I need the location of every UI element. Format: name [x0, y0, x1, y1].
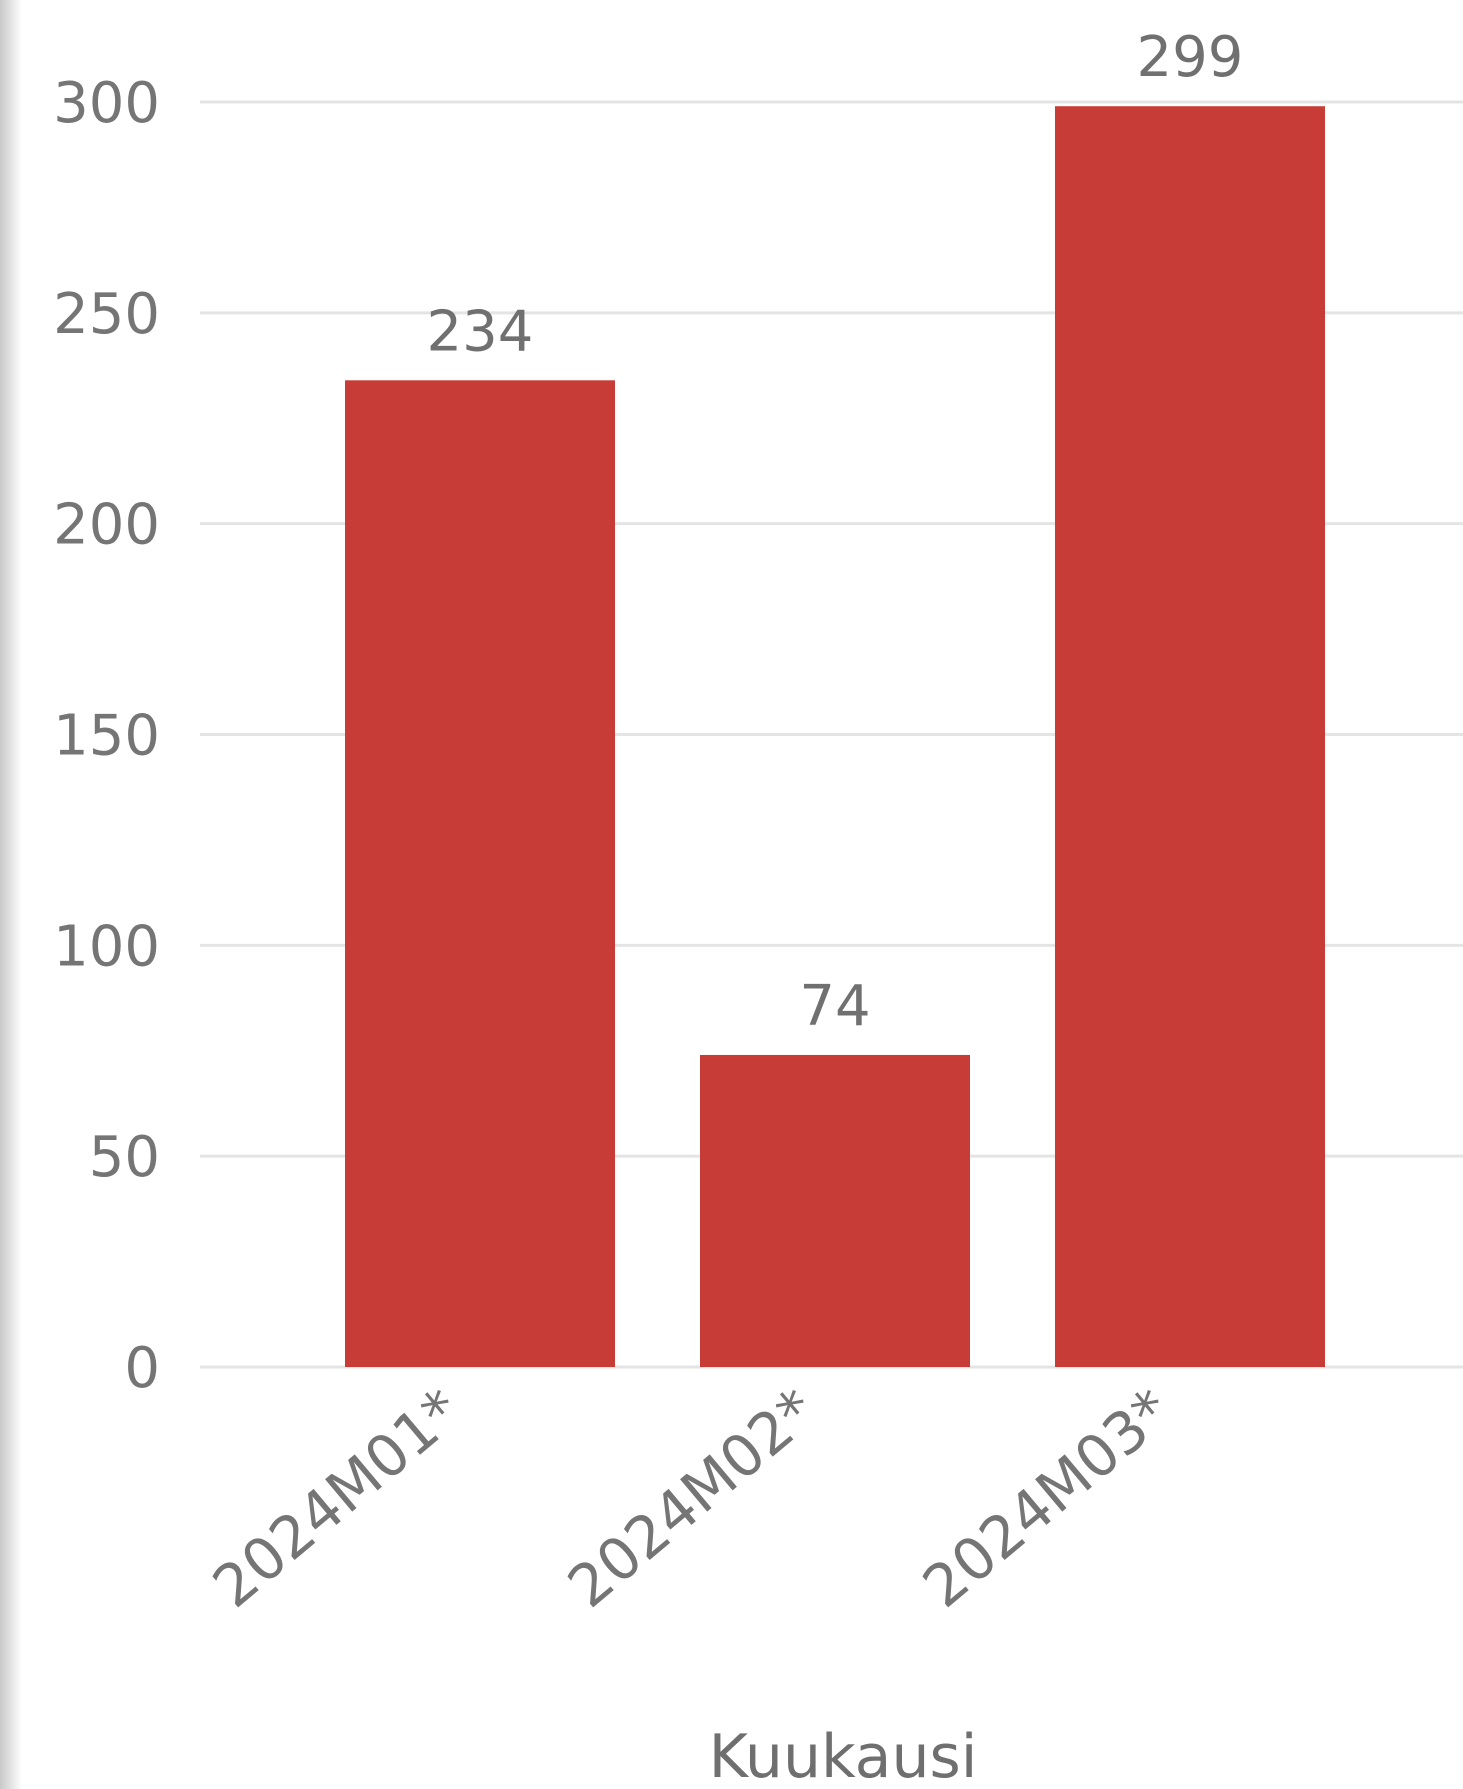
- y-tick-label-150: 150: [53, 704, 160, 769]
- left-edge-shadow: [0, 0, 22, 1789]
- x-axis-title: Kuukausi: [709, 1722, 978, 1789]
- y-tick-label-0: 0: [124, 1336, 160, 1401]
- y-tick-label-50: 50: [89, 1125, 160, 1190]
- bar-2024M02*: [700, 1054, 970, 1367]
- y-tick-label-200: 200: [53, 493, 160, 558]
- bar-2024M03*: [1055, 106, 1325, 1367]
- x-category-label-2024M03*: 2024M03*: [910, 1376, 1184, 1621]
- data-labels: 234 74 299: [427, 25, 1244, 1039]
- data-label-2024M01*: 234: [427, 299, 534, 364]
- x-axis-categories: 2024M01* 2024M02* 2024M03*: [200, 1376, 1184, 1621]
- data-label-2024M02*: 74: [799, 974, 870, 1039]
- x-category-label-2024M01*: 2024M01*: [200, 1376, 474, 1621]
- y-axis-ticks: 0 50 100 150 200 250 300: [53, 71, 160, 1401]
- data-label-2024M03*: 299: [1137, 25, 1244, 90]
- bars: [345, 106, 1325, 1367]
- y-tick-label-250: 250: [53, 282, 160, 347]
- y-tick-label-100: 100: [53, 914, 160, 979]
- x-category-label-2024M02*: 2024M02*: [555, 1376, 829, 1621]
- y-tick-label-300: 300: [53, 71, 160, 136]
- bar-2024M01*: [345, 380, 615, 1367]
